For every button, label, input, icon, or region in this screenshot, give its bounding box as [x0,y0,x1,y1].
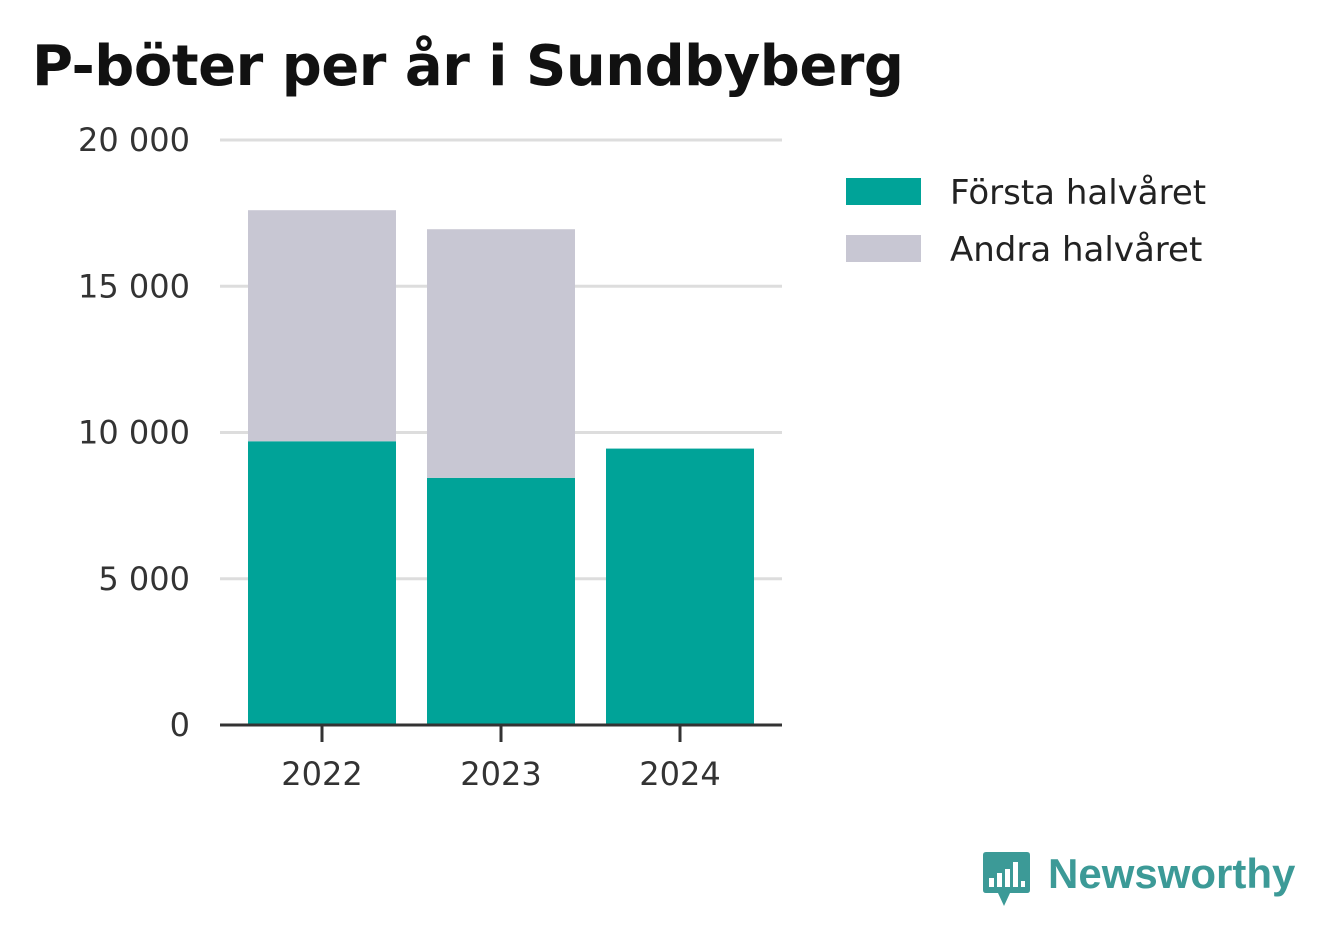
bar-2022-series-1 [248,210,396,442]
legend-label: Första halvåret [950,173,1206,213]
bars [248,210,754,725]
y-tick-label: 20 000 [78,121,190,159]
chart-title: P-böter per år i Sundbyberg [32,34,904,99]
bar-2023-series-1 [427,229,575,478]
bar-2024-series-0 [606,448,754,725]
axes: 0 5 000 10 000 15 000 20 000 2022 2023 2024 [78,121,782,793]
x-tick-label: 2023 [460,755,541,793]
legend-swatch [846,235,921,262]
y-tick-label: 15 000 [78,267,190,305]
y-tick-label: 10 000 [78,414,190,452]
y-tick-label: 5 000 [98,560,190,598]
x-tick-label: 2022 [281,755,362,793]
bar-chart-speech-bubble-icon [983,852,1030,906]
logo-text: Newsworthy [1048,850,1296,897]
legend: Första halvåret Andra halvåret [846,173,1206,270]
y-tick-label: 0 [170,706,190,744]
newsworthy-logo: Newsworthy [980,848,1300,912]
x-tick-label: 2024 [639,755,720,793]
bar-2022-series-0 [248,441,396,725]
legend-label: Andra halvåret [950,230,1202,270]
legend-swatch [846,178,921,205]
bar-2023-series-0 [427,477,575,725]
